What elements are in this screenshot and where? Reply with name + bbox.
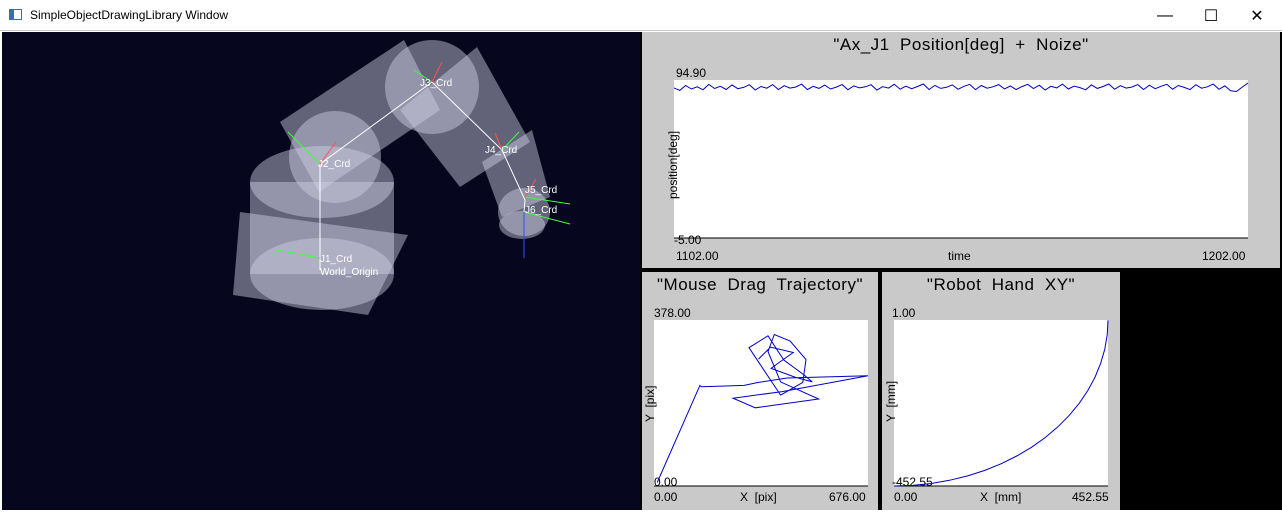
y-min-label: -5.00	[674, 233, 702, 247]
elbow-joint	[385, 40, 479, 134]
maximize-button[interactable]: ☐	[1188, 0, 1234, 31]
plot-area	[674, 80, 1248, 238]
frame-label-j1: J1_Crd	[320, 254, 352, 265]
wrist-link	[482, 130, 550, 217]
shoulder-joint	[289, 111, 381, 203]
plot-area[interactable]	[654, 320, 868, 486]
j4-axis-y	[494, 132, 503, 151]
close-button[interactable]: ✕	[1234, 0, 1280, 31]
titlebar-divider	[0, 30, 1282, 31]
chart-title: "Ax_J1 Position[deg] + Noize"	[833, 35, 1089, 54]
series-line-0	[673, 82, 1249, 93]
base-cylinder-bottom	[250, 238, 394, 310]
j1-axis-x	[276, 249, 321, 259]
frame-label-world-origin: World_Origin	[320, 267, 378, 278]
x-min-label: 0.00	[654, 490, 678, 504]
window-title: SimpleObjectDrawingLibrary Window	[30, 8, 229, 22]
x-min-label: 1102.00	[676, 249, 719, 263]
j3-axis-x	[413, 69, 433, 83]
maximize-icon: ☐	[1203, 7, 1219, 25]
frame-label-j4: J4_Crd	[485, 145, 517, 156]
chart-title: "Robot Hand XY"	[926, 275, 1076, 294]
app-window-icon	[9, 9, 22, 20]
mouse-trajectory-plot-svg	[654, 333, 869, 487]
upper-arm-link	[280, 40, 440, 192]
x-max-label: 676.00	[829, 490, 866, 504]
j2-axis-x	[287, 131, 321, 165]
robot-hand-xy-graph-panel: "Robot Hand XY" 1.00 -452.55 Y [mm] 0.00…	[882, 272, 1120, 510]
x-min-label: 0.00	[894, 490, 918, 504]
forearm-link	[400, 47, 530, 187]
series-line-0	[656, 333, 869, 483]
plot-area	[894, 320, 1108, 486]
frame-label-j5: J5_Crd	[525, 185, 557, 196]
x-axis-label: X [mm]	[980, 490, 1022, 504]
y-max-label: 94.90	[676, 66, 707, 80]
frame-label-j2: J2_Crd	[318, 159, 350, 170]
frame-label-j6: J6_Crd	[525, 205, 557, 216]
minimize-icon: —	[1157, 6, 1173, 24]
joint-position-plot-svg	[673, 82, 1249, 239]
robot-scene-svg: J3_Crd J2_Crd J4_Crd J5_Crd J6_Crd J1_Cr…	[233, 40, 571, 315]
series-line-0	[893, 320, 1109, 487]
base-cylinder-top	[250, 146, 394, 218]
j5-axis-y	[524, 178, 537, 198]
minimize-button[interactable]: —	[1142, 0, 1188, 31]
y-max-label: 1.00	[892, 306, 916, 320]
y-max-label: 378.00	[654, 306, 691, 320]
j5-axis-x	[524, 196, 571, 205]
flange	[499, 211, 545, 239]
x-max-label: 1202.00	[1202, 249, 1246, 263]
robot-hand-xy-plot-svg	[893, 320, 1109, 487]
robot-3d-view[interactable]: J3_Crd J2_Crd J4_Crd J5_Crd J6_Crd J1_Cr…	[2, 32, 640, 510]
kinematic-chain	[319, 81, 526, 270]
j3-axis-y	[431, 61, 443, 83]
frame-label-j3: J3_Crd	[420, 78, 452, 89]
mouse-trajectory-graph-panel: "Mouse Drag Trajectory" 378.00 0.00 Y [p…	[642, 272, 878, 510]
x-axis-label: X [pix]	[740, 490, 777, 504]
window-titlebar[interactable]: SimpleObjectDrawingLibrary Window — ☐ ✕	[0, 0, 1282, 31]
x-max-label: 452.55	[1072, 490, 1109, 504]
chart-title: "Mouse Drag Trajectory"	[657, 275, 863, 294]
j4-axis-x	[501, 131, 520, 151]
base-cylinder-body	[250, 182, 394, 274]
j2-axis-y	[319, 141, 337, 165]
j6-axis-x	[523, 211, 571, 225]
x-axis-label: time	[948, 249, 971, 263]
close-icon: ✕	[1250, 7, 1264, 25]
joint-position-graph-panel: "Ax_J1 Position[deg] + Noize" 94.90 -5.0…	[642, 32, 1280, 268]
